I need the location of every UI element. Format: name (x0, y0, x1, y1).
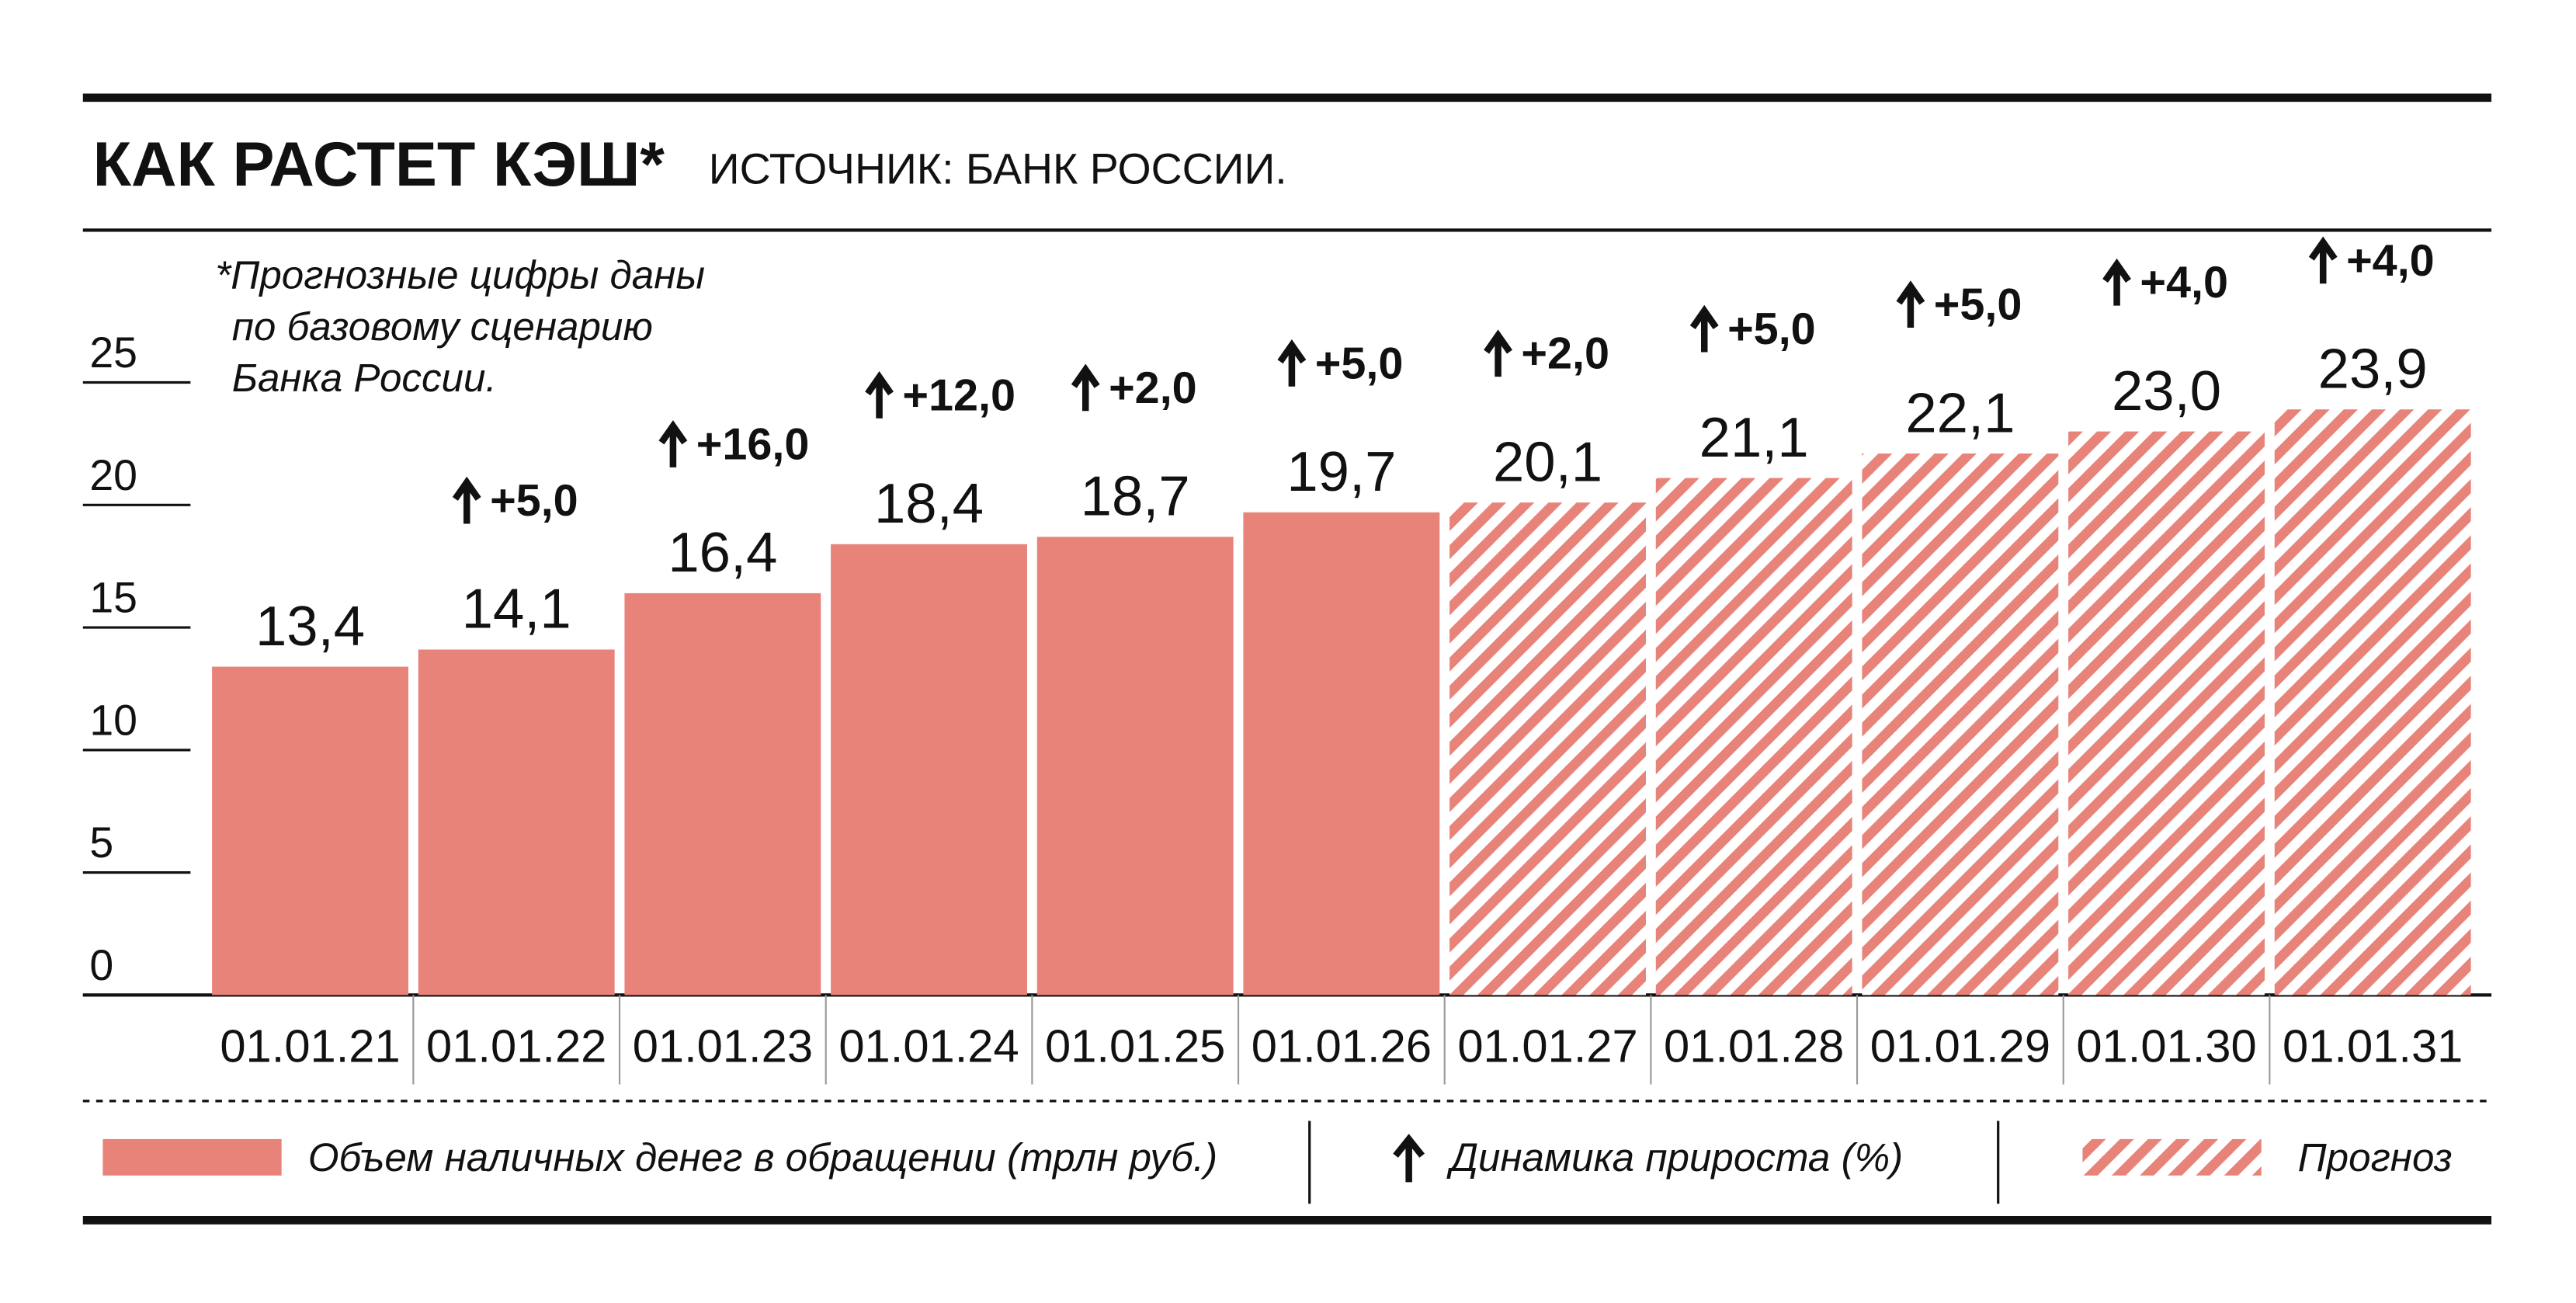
growth-arrow (2308, 236, 2338, 284)
value-label: 20,1 (1493, 430, 1602, 493)
value-label: 23,9 (2318, 337, 2428, 400)
note: *Прогнозные цифры даны (215, 253, 705, 297)
legend-label: Динамика прироста (%) (1446, 1135, 1903, 1180)
growth-label: +12,0 (902, 370, 1015, 420)
value-label: 16,4 (668, 521, 777, 584)
legend-label: Объем наличных денег в обращении (трлн р… (308, 1135, 1217, 1180)
note: по базовому сценарию (232, 304, 653, 349)
value-label: 22,1 (1905, 381, 2015, 444)
source: ИСТОЧНИК: БАНК РОССИИ. (709, 144, 1287, 193)
legend-arrow (1393, 1134, 1425, 1183)
value-label: 19,7 (1286, 440, 1396, 503)
chart-title: КАК РАСТЕТ КЭШ* (93, 130, 665, 200)
value-label: 18,4 (874, 472, 984, 535)
bar (1862, 453, 2059, 995)
value-label: 23,0 (2112, 360, 2221, 422)
growth-label: +5,0 (490, 476, 578, 526)
growth-label: +2,0 (1109, 363, 1197, 413)
bar (1655, 478, 1852, 995)
bar (1243, 512, 1440, 995)
y-tick-label: 0 (89, 941, 113, 989)
growth-arrow (658, 420, 688, 467)
value-label: 18,7 (1081, 465, 1190, 528)
growth-label: +16,0 (696, 419, 810, 469)
growth-arrow (1484, 329, 1512, 377)
x-tick-label: 01.01.26 (1252, 1020, 1432, 1072)
growth-arrow (1896, 280, 1925, 328)
growth-label: +2,0 (1521, 329, 1609, 379)
x-tick-label: 01.01.25 (1045, 1020, 1225, 1072)
legend-label: Прогноз (2298, 1135, 2453, 1180)
growth-arrow (1689, 304, 1719, 353)
x-tick-label: 01.01.29 (1870, 1020, 2050, 1072)
bar (2274, 409, 2471, 995)
growth-label: +4,0 (2346, 236, 2435, 286)
bar (1036, 537, 1234, 995)
growth-label: +5,0 (1315, 339, 1404, 388)
x-tick-label: 01.01.21 (220, 1020, 400, 1072)
growth-label: +5,0 (1727, 304, 1816, 354)
bar (831, 544, 1027, 995)
x-tick-label: 01.01.27 (1457, 1020, 1637, 1072)
y-tick-label: 20 (89, 451, 137, 499)
x-tick-label: 01.01.23 (633, 1020, 813, 1072)
x-tick-label: 01.01.24 (838, 1020, 1019, 1072)
legend-swatch (102, 1138, 282, 1176)
growth-arrow (1277, 339, 1307, 387)
growth-arrow (2102, 258, 2131, 306)
growth-arrow (1071, 363, 1100, 412)
growth-label: +5,0 (1934, 280, 2022, 330)
value-label: 14,1 (462, 578, 571, 641)
x-tick-label: 01.01.22 (426, 1020, 606, 1072)
y-tick-label: 25 (89, 328, 137, 377)
x-tick-label: 01.01.28 (1664, 1020, 1844, 1072)
legend-swatch (2082, 1138, 2262, 1176)
bar (2068, 431, 2265, 995)
note: Банка России. (232, 356, 497, 400)
y-tick-label: 10 (89, 696, 137, 744)
bar (624, 592, 821, 995)
bar (212, 666, 408, 995)
growth-label: +4,0 (2140, 258, 2228, 308)
x-tick-label: 01.01.31 (2283, 1020, 2463, 1072)
value-label: 13,4 (255, 595, 365, 658)
bar (418, 649, 615, 995)
y-tick-label: 5 (89, 818, 113, 867)
value-label: 21,1 (1699, 406, 1809, 469)
growth-arrow (865, 371, 894, 419)
x-tick-label: 01.01.30 (2076, 1020, 2256, 1072)
growth-arrow (452, 476, 481, 524)
bar (1449, 502, 1646, 995)
y-tick-label: 15 (89, 574, 137, 622)
